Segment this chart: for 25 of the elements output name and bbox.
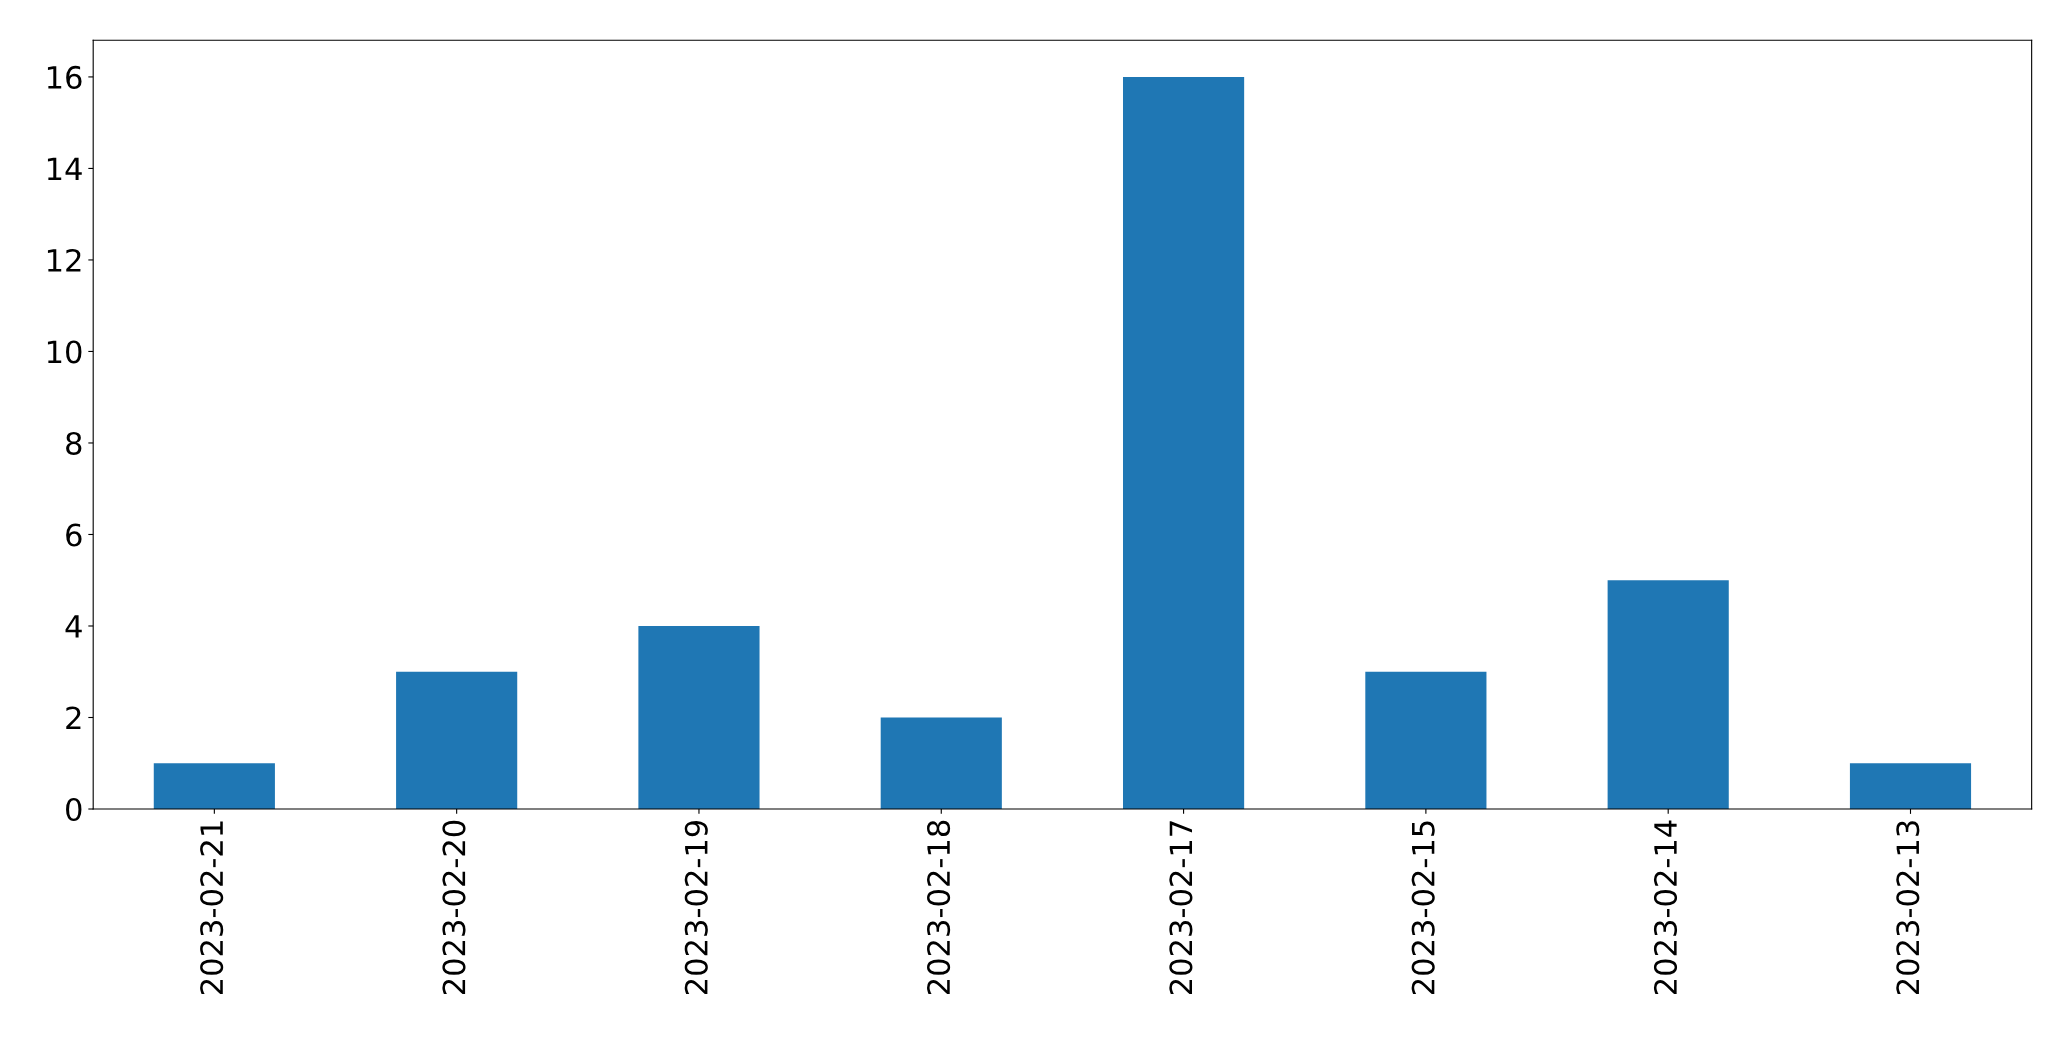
- y-tick-label: 10: [47, 340, 82, 364]
- x-tick-label: 2023-02-20: [442, 820, 466, 995]
- x-tick-label: 2023-02-15: [1411, 821, 1435, 995]
- x-tick-label: 2023-02-14: [1653, 820, 1678, 995]
- bar: [1849, 763, 1972, 810]
- x-tick-label: 2023-02-13: [1896, 821, 1920, 995]
- x-tick-label: 2023-02-18: [927, 820, 951, 995]
- y-tick-label: 16: [47, 65, 82, 89]
- bar: [1123, 76, 1245, 810]
- x-tick-label: 2023-02-21: [200, 821, 224, 995]
- bar: [638, 625, 760, 810]
- y-tick-label: 0: [66, 797, 82, 822]
- y-tick-label: 8: [66, 431, 82, 456]
- bar: [153, 763, 275, 810]
- y-tick-label: 12: [47, 248, 81, 272]
- y-tick-label: 2: [66, 706, 81, 730]
- bar: [396, 671, 518, 810]
- y-tick-label: 4: [65, 615, 82, 638]
- y-tick-label: 14: [47, 157, 82, 181]
- y-tick-label: 6: [66, 523, 82, 547]
- x-tick-label: 2023-02-17: [1169, 821, 1193, 995]
- bar: [1607, 580, 1729, 810]
- bar: [880, 717, 1002, 810]
- x-tick-label: 2023-02-19: [684, 820, 708, 995]
- bar: [1365, 671, 1487, 810]
